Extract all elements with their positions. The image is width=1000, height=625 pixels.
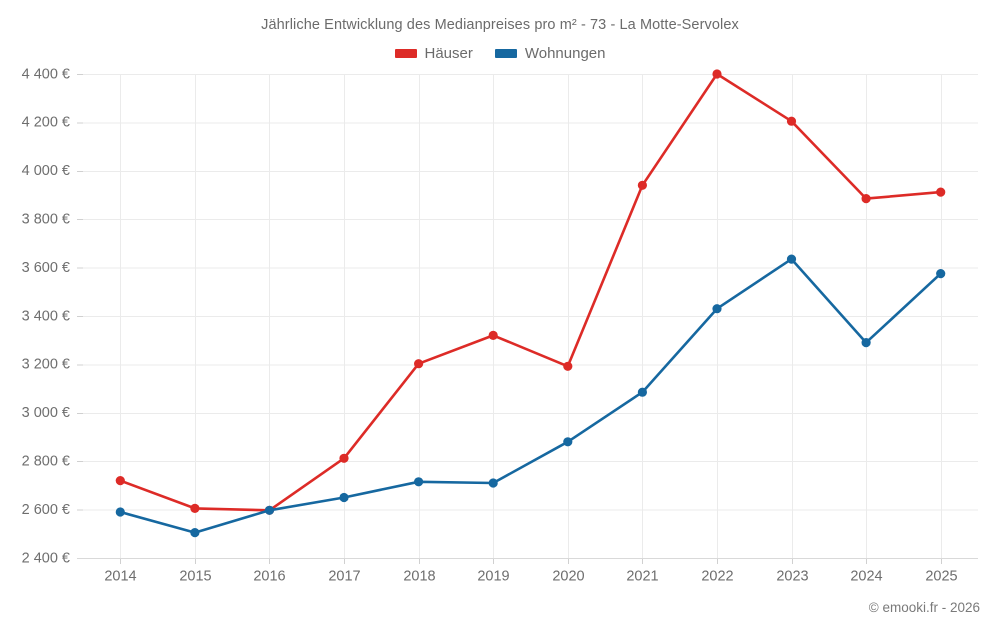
data-point-häuser-2024[interactable]: 2024 — Häuser: 3.885 € bbox=[861, 194, 871, 204]
y-axis-tick-label: 2 600 € bbox=[22, 502, 70, 518]
data-point-häuser-2015[interactable]: 2015 — Häuser: 2.605 € bbox=[190, 503, 200, 513]
data-point-wohnungen-2021[interactable]: 2021 — Wohnungen: 3.085 € bbox=[637, 387, 648, 397]
chart-title: Jährliche Entwicklung des Medianpreises … bbox=[261, 17, 739, 33]
legend-swatch-icon bbox=[494, 49, 517, 58]
legend-label-hauser: Häuser bbox=[424, 45, 473, 62]
series-line-wohnungen bbox=[119, 257, 942, 534]
credit-text: © emooki.fr - 2026 bbox=[868, 600, 980, 615]
y-axis-tick-label: 3 200 € bbox=[22, 357, 70, 373]
y-axis-tick-label: 3 800 € bbox=[22, 212, 70, 228]
chart-legend: Häuser Wohnungen bbox=[0, 45, 1000, 62]
data-point-häuser-2022[interactable]: 2022 — Häuser: 4.400 € bbox=[712, 69, 722, 79]
y-axis-tick-label: 2 400 € bbox=[22, 550, 70, 566]
y-axis-tick-label: 3 000 € bbox=[22, 405, 70, 421]
x-axis-tick-label: 2022 bbox=[701, 569, 733, 585]
data-point-häuser-2025[interactable]: 2025 — Häuser: 3.912 € bbox=[936, 187, 946, 197]
y-axis-tick-label: 4 200 € bbox=[22, 115, 70, 131]
data-point-wohnungen-2017[interactable]: 2017 — Wohnungen: 2.650 € bbox=[339, 492, 349, 503]
y-axis-tick-label: 4 000 € bbox=[22, 163, 70, 179]
x-axis-tick-label: 2015 bbox=[179, 569, 211, 585]
data-point-wohnungen-2023[interactable]: 2023 — Wohnungen: 3.635 € bbox=[786, 254, 797, 264]
y-axis-tick-label: 3 600 € bbox=[22, 260, 70, 276]
x-axis-tick-label: 2024 bbox=[850, 569, 882, 585]
x-axis-tick-label: 2021 bbox=[626, 569, 658, 585]
legend-swatch-icon bbox=[394, 49, 417, 58]
x-axis-tick-label: 2023 bbox=[776, 569, 808, 585]
data-point-wohnungen-2025[interactable]: 2025 — Wohnungen: 3.575 € bbox=[936, 269, 946, 279]
data-point-häuser-2020[interactable]: 2020 — Häuser: 3.192 € bbox=[563, 361, 573, 371]
x-axis-tick-label: 2016 bbox=[253, 569, 285, 585]
x-axis-tick-label: 2019 bbox=[477, 569, 509, 585]
y-axis-tick-label: 4 400 € bbox=[22, 66, 70, 82]
data-point-häuser-2014[interactable]: 2014 — Häuser: 2.720 € bbox=[115, 476, 125, 486]
data-point-häuser-2017[interactable]: 2017 — Häuser: 2.812 € bbox=[339, 453, 349, 463]
x-axis-tick-label: 2018 bbox=[403, 569, 435, 585]
data-point-wohnungen-2022[interactable]: 2022 — Wohnungen: 3.430 € bbox=[712, 304, 722, 314]
data-point-häuser-2021[interactable]: 2021 — Häuser: 3.940 € bbox=[637, 180, 648, 190]
data-point-häuser-2018[interactable]: 2018 — Häuser: 3.203 € bbox=[414, 359, 424, 369]
data-point-wohnungen-2015[interactable]: 2015 — Wohnungen: 2.505 € bbox=[190, 528, 200, 538]
data-point-wohnungen-2019[interactable]: 2019 — Wohnungen: 2.710 € bbox=[488, 478, 498, 488]
y-axis-tick-label: 3 400 € bbox=[22, 308, 70, 324]
y-axis-tick-label: 2 800 € bbox=[22, 454, 70, 470]
data-point-wohnungen-2016[interactable]: 2016 — Wohnungen: 2.597 € bbox=[264, 505, 275, 515]
data-point-häuser-2023[interactable]: 2023 — Häuser: 4.205 € bbox=[786, 116, 797, 126]
data-point-häuser-2019[interactable]: 2019 — Häuser: 3.320 € bbox=[488, 330, 498, 340]
x-axis-tick-label: 2017 bbox=[328, 569, 360, 585]
x-axis-tick-label: 2020 bbox=[552, 569, 584, 585]
data-point-wohnungen-2024[interactable]: 2024 — Wohnungen: 3.290 € bbox=[861, 338, 871, 348]
legend-item-wohnungen[interactable]: Wohnungen bbox=[494, 45, 606, 62]
data-point-wohnungen-2014[interactable]: 2014 — Wohnungen: 2.590 € bbox=[115, 507, 125, 517]
legend-item-hauser[interactable]: Häuser bbox=[394, 45, 473, 62]
legend-label-wohnungen: Wohnungen bbox=[524, 45, 606, 62]
data-point-wohnungen-2018[interactable]: 2018 — Wohnungen: 2.715 € bbox=[414, 477, 424, 487]
x-axis-tick-label: 2025 bbox=[925, 569, 957, 585]
data-point-wohnungen-2020[interactable]: 2020 — Wohnungen: 2.880 € bbox=[563, 437, 573, 447]
series-line-häuser bbox=[119, 72, 942, 512]
x-axis-tick-label: 2014 bbox=[104, 569, 136, 585]
